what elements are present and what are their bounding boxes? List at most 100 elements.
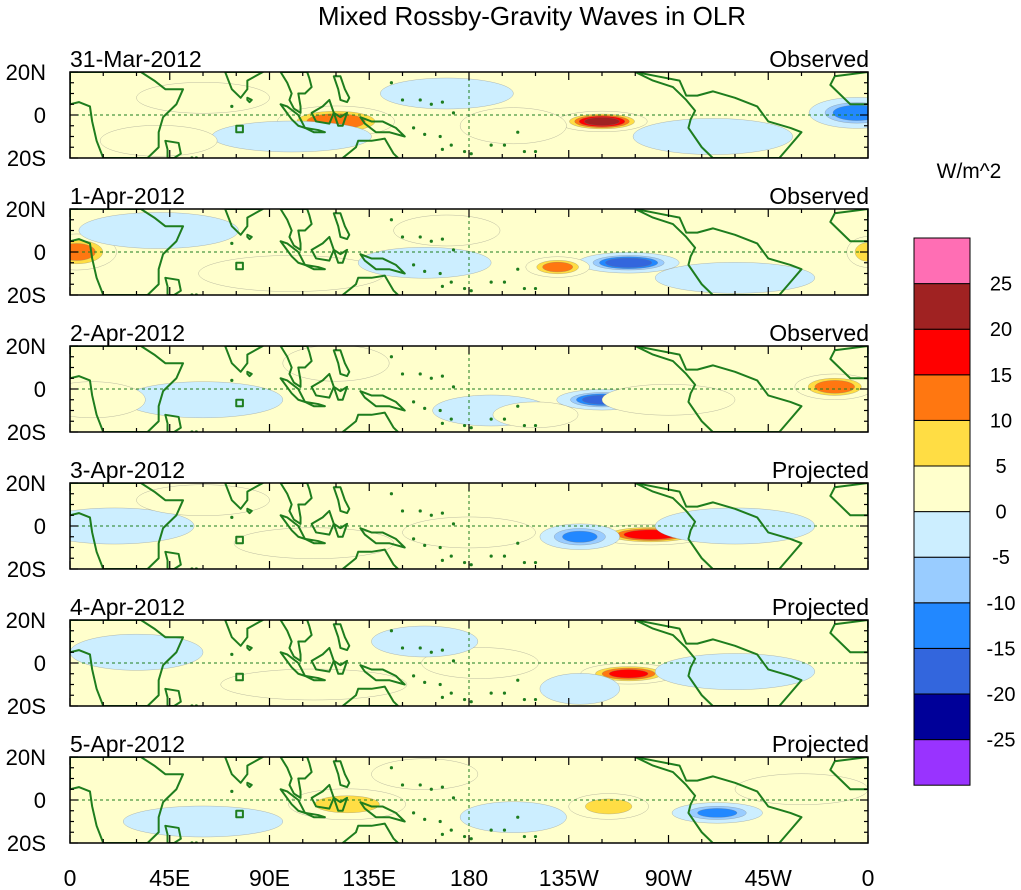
y-tick-label: 20N bbox=[6, 60, 46, 85]
island bbox=[449, 828, 453, 832]
colorbar-box bbox=[913, 237, 971, 285]
island bbox=[489, 143, 493, 147]
panel-status-label: Observed bbox=[769, 183, 869, 209]
island bbox=[533, 423, 538, 428]
coastline bbox=[332, 385, 349, 401]
colorbar-box bbox=[913, 602, 971, 649]
colorbar: W/m^2 25 20 15 10 5 0 -5 -10 -15 -20 -25 bbox=[913, 160, 1016, 786]
y-tick-label: 20S bbox=[7, 146, 46, 171]
island bbox=[423, 269, 427, 273]
island bbox=[411, 263, 416, 267]
island bbox=[400, 783, 405, 787]
island bbox=[449, 554, 453, 558]
colorbar-box bbox=[913, 283, 971, 330]
coastline bbox=[341, 274, 400, 295]
colorbar-tick-label: 0 bbox=[995, 502, 1006, 524]
coastline bbox=[634, 346, 803, 432]
colorbar-tick-label: -10 bbox=[987, 593, 1016, 615]
coastline bbox=[235, 535, 244, 545]
anomaly-blob bbox=[632, 118, 793, 155]
coastline bbox=[235, 672, 244, 682]
coastline bbox=[332, 522, 349, 538]
anomaly-blob bbox=[542, 261, 574, 273]
island bbox=[462, 149, 467, 154]
island bbox=[516, 815, 520, 819]
x-tick-label: 180 bbox=[450, 865, 488, 890]
island bbox=[462, 423, 467, 428]
island bbox=[522, 834, 527, 839]
coastline bbox=[829, 346, 868, 380]
island bbox=[438, 819, 442, 824]
colorbar-units-label: W/m^2 bbox=[937, 160, 1002, 183]
island bbox=[533, 286, 538, 291]
coastline bbox=[332, 623, 351, 652]
coastline bbox=[235, 398, 244, 408]
colorbar-tick-label: 15 bbox=[990, 365, 1012, 387]
island bbox=[462, 834, 467, 839]
y-tick-label: 0 bbox=[34, 103, 46, 128]
coastline bbox=[359, 116, 406, 138]
x-tick-label: 0 bbox=[64, 865, 77, 890]
island bbox=[438, 408, 442, 413]
y-tick-label: 0 bbox=[34, 788, 46, 813]
coastline bbox=[246, 644, 253, 652]
island bbox=[451, 385, 456, 389]
panel-5: 20N 0 20S 4-Apr-2012 Projected bbox=[6, 594, 869, 719]
island bbox=[516, 541, 520, 545]
island bbox=[230, 104, 234, 108]
coastlines bbox=[70, 620, 868, 706]
anomaly-blob bbox=[608, 669, 649, 679]
coastline bbox=[829, 620, 868, 654]
island bbox=[389, 629, 394, 633]
island bbox=[533, 149, 538, 154]
anomaly-blob bbox=[584, 117, 620, 126]
island bbox=[429, 513, 433, 517]
figure-title: Mixed Rossby-Gravity Waves in OLR bbox=[318, 1, 746, 31]
panels-group: 20N 0 20S 31-Mar-2012 Observed 20N 0 20S 1-Apr-2… bbox=[6, 46, 875, 890]
anomaly-blob bbox=[601, 384, 736, 416]
panel-status-label: Projected bbox=[772, 457, 869, 483]
x-tick-label: 45E bbox=[149, 865, 190, 890]
island bbox=[440, 648, 444, 652]
island bbox=[440, 147, 444, 151]
panel-date-label: 4-Apr-2012 bbox=[70, 594, 185, 620]
island bbox=[502, 280, 507, 284]
coastlines bbox=[70, 757, 868, 843]
island bbox=[462, 697, 467, 702]
coastlines bbox=[70, 346, 868, 432]
coastline bbox=[829, 483, 868, 517]
island bbox=[440, 695, 444, 700]
anomaly-blob bbox=[78, 212, 239, 249]
panel-status-label: Observed bbox=[769, 320, 869, 346]
island bbox=[389, 766, 394, 770]
island bbox=[440, 284, 444, 288]
y-tick-label: 20S bbox=[7, 694, 46, 719]
coastline bbox=[332, 111, 349, 127]
panel-3: 20N 0 20S 2-Apr-2012 Observed bbox=[6, 320, 869, 445]
island bbox=[449, 280, 453, 284]
island bbox=[423, 132, 427, 136]
island bbox=[440, 374, 444, 378]
coastline bbox=[224, 72, 264, 99]
panel-status-label: Projected bbox=[772, 594, 869, 620]
panel-2: 20N 0 20S 1-Apr-2012 Observed bbox=[6, 183, 869, 308]
colorbar-tick-label: -20 bbox=[987, 684, 1016, 706]
panel-date-label: 3-Apr-2012 bbox=[70, 457, 185, 483]
anomaly-blob bbox=[605, 257, 653, 268]
island bbox=[411, 126, 416, 130]
anomaly-field bbox=[70, 757, 868, 843]
anomaly-blob bbox=[380, 77, 514, 110]
coastline bbox=[303, 263, 326, 271]
island bbox=[230, 378, 234, 382]
island bbox=[451, 796, 456, 800]
panel-date-label: 5-Apr-2012 bbox=[70, 731, 185, 757]
anomaly-blob bbox=[459, 107, 567, 145]
island bbox=[389, 355, 394, 359]
colorbar-box bbox=[913, 465, 971, 513]
coastline bbox=[246, 96, 253, 104]
island bbox=[469, 426, 473, 430]
coastline bbox=[341, 548, 400, 569]
coastline bbox=[164, 413, 182, 432]
y-tick-label: 0 bbox=[34, 514, 46, 539]
